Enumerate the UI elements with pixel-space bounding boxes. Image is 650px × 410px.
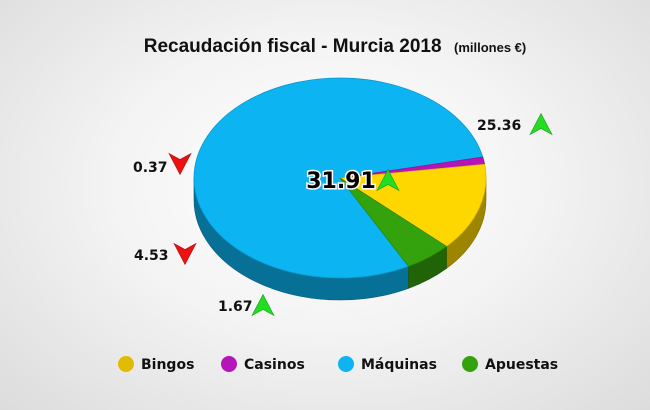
legend-label-casinos: Casinos: [244, 357, 305, 373]
legend-swatch-maquinas: [338, 356, 354, 372]
value-label-bingos: 4.53: [134, 248, 169, 264]
trend-down-icon: [173, 242, 197, 266]
slice-maquinas: [193, 77, 484, 279]
legend-swatch-bingos: [118, 356, 134, 372]
legend-label-bingos: Bingos: [141, 357, 194, 373]
trend-up-icon: [529, 112, 553, 136]
legend-label-apuestas: Apuestas: [485, 357, 558, 373]
value-labels: 25.36 0.37 4.53 1.67: [133, 112, 553, 317]
total-value: 31.91: [306, 169, 376, 194]
legend: Bingos Casinos Máquinas Apuestas: [118, 356, 558, 373]
value-label-maquinas: 25.36: [477, 118, 521, 134]
chart-title: Recaudación fiscal - Murcia 2018 (millon…: [144, 36, 527, 57]
value-label-apuestas: 1.67: [218, 299, 253, 315]
value-label-casinos: 0.37: [133, 160, 168, 176]
chart-title-text: Recaudación fiscal - Murcia 2018: [144, 36, 442, 57]
trend-up-icon: [376, 168, 400, 192]
pie-sides: [193, 177, 487, 301]
trend-up-icon: [251, 293, 275, 317]
slice-apuestas: [339, 177, 448, 267]
chart-units: (millones €): [454, 40, 526, 55]
legend-swatch-casinos: [221, 356, 237, 372]
trend-down-icon: [168, 152, 192, 176]
total-group: 31.91: [305, 168, 400, 196]
pie-top: [193, 77, 487, 279]
slice-bingos: [338, 163, 487, 247]
legend-swatch-apuestas: [462, 356, 478, 372]
legend-label-maquinas: Máquinas: [361, 357, 437, 373]
